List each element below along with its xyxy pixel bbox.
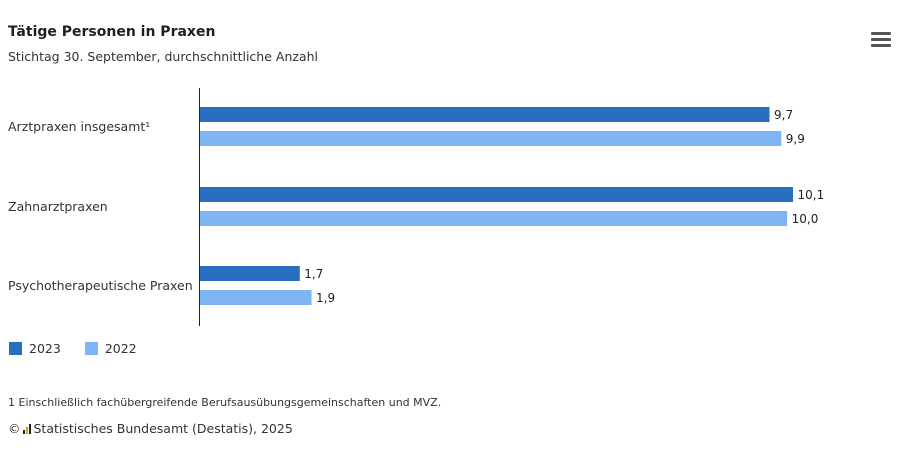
bar-zahnarztpraxen-2022[interactable] [200,211,788,226]
source-link[interactable]: Statistisches Bundesamt (Destatis), 2025 [33,421,293,436]
legend-label-2023: 2023 [29,341,61,356]
chart-subtitle: Stichtag 30. September, durchschnittlich… [8,49,318,64]
destatis-logo-icon [22,423,31,434]
data-label-arztpraxen-insgesamt-2023: 9,7 [774,108,793,122]
bar-psychotherapeutische-praxen-2022[interactable] [200,290,312,305]
legend: 2023 2022 [9,341,137,356]
legend-item-2023[interactable]: 2023 [9,341,61,356]
category-label-arztpraxen-insgesamt: Arztpraxen insgesamt¹ [8,119,150,134]
legend-swatch-2023 [9,342,22,355]
footnote: 1 Einschließlich fachübergreifende Beruf… [8,396,442,409]
data-label-arztpraxen-insgesamt-2022: 9,9 [786,132,805,146]
data-label-zahnarztpraxen-2022: 10,0 [792,212,819,226]
source-credit: © Statistisches Bundesamt (Destatis), 20… [8,421,293,436]
legend-label-2022: 2022 [104,341,137,356]
data-label-zahnarztpraxen-2023: 10,1 [798,188,825,202]
data-label-psychotherapeutische-praxen-2022: 1,9 [316,291,335,305]
category-label-zahnarztpraxen: Zahnarztpraxen [8,199,108,214]
bar-arztpraxen-insgesamt-2022[interactable] [200,131,782,146]
bar-chart: Arztpraxen insgesamt¹ 9,7 9,9 Zahnarztpraxe… [8,88,825,326]
category-label-psychotherapeutische-praxen: Psychotherapeutische Praxen [8,278,193,293]
legend-swatch-2022 [84,342,98,355]
legend-item-2022[interactable]: 2022 [84,341,137,356]
hamburger-menu-icon[interactable] [871,32,891,50]
copyright-symbol: © [8,421,21,436]
bar-zahnarztpraxen-2023[interactable] [200,187,793,202]
data-label-psychotherapeutische-praxen-2023: 1,7 [304,267,323,281]
bar-arztpraxen-insgesamt-2023[interactable] [200,107,770,122]
chart-title: Tätige Personen in Praxen [8,24,216,40]
bar-psychotherapeutische-praxen-2023[interactable] [200,266,300,281]
